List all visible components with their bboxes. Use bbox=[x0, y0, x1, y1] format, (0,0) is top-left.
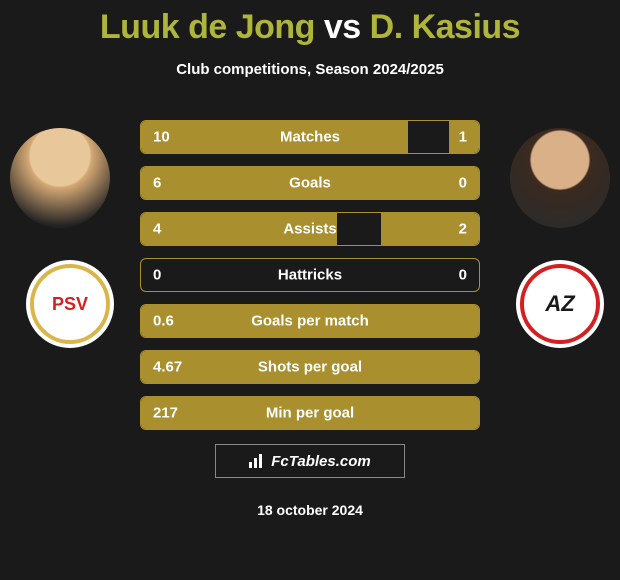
club-left-label: PSV bbox=[52, 294, 88, 315]
title-player1: Luuk de Jong bbox=[100, 8, 315, 46]
site-name: FcTables.com bbox=[271, 453, 370, 470]
club-logo-left: PSV bbox=[26, 260, 114, 348]
club-right-label: AZ bbox=[545, 291, 574, 317]
comparison-title: Luuk de Jong vs D. Kasius bbox=[0, 0, 620, 47]
stat-row: 217Min per goal bbox=[140, 396, 480, 430]
site-logo: FcTables.com bbox=[215, 444, 405, 478]
stat-label: Min per goal bbox=[141, 405, 479, 422]
title-player2: D. Kasius bbox=[370, 8, 520, 46]
stat-row: 42Assists bbox=[140, 212, 480, 246]
player2-avatar bbox=[510, 128, 610, 228]
stat-label: Matches bbox=[141, 129, 479, 146]
stat-label: Goals bbox=[141, 175, 479, 192]
stat-row: 0.6Goals per match bbox=[140, 304, 480, 338]
footer-date: 18 october 2024 bbox=[0, 502, 620, 518]
title-vs: vs bbox=[324, 8, 361, 46]
stats-table: 101Matches 60Goals 42Assists 00Hattricks 0.6… bbox=[140, 120, 480, 442]
stat-label: Assists bbox=[141, 221, 479, 238]
stat-row: 4.67Shots per goal bbox=[140, 350, 480, 384]
club-logo-right: AZ bbox=[516, 260, 604, 348]
stat-row: 101Matches bbox=[140, 120, 480, 154]
stat-label: Hattricks bbox=[141, 267, 479, 284]
stat-row: 00Hattricks bbox=[140, 258, 480, 292]
player1-avatar bbox=[10, 128, 110, 228]
subtitle: Club competitions, Season 2024/2025 bbox=[0, 61, 620, 78]
chart-icon bbox=[247, 452, 265, 470]
stat-label: Shots per goal bbox=[141, 359, 479, 376]
stat-row: 60Goals bbox=[140, 166, 480, 200]
stat-label: Goals per match bbox=[141, 313, 479, 330]
